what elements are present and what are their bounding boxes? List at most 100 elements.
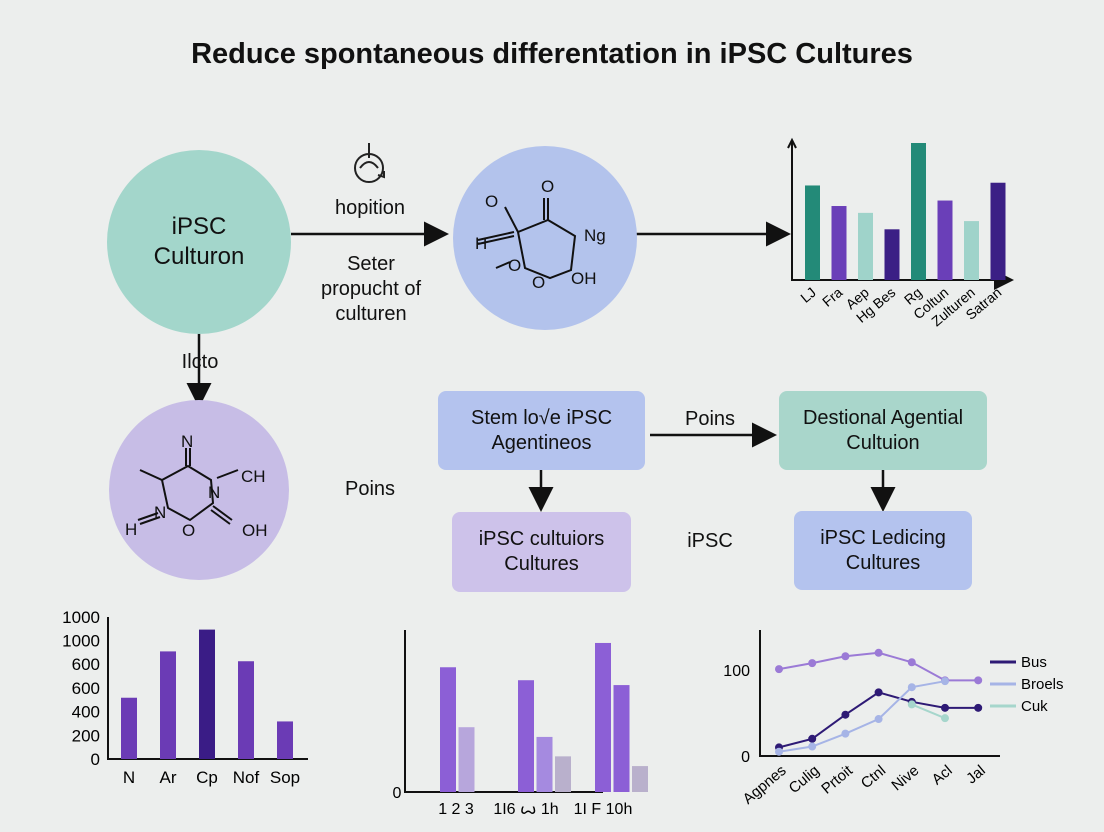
- circle-label: iPSC Culturon: [153, 213, 245, 270]
- y-tick-label: 1000: [62, 632, 100, 651]
- recycle-cycle-icon: [354, 143, 385, 183]
- series-line: [778, 651, 979, 682]
- bar-Aep: [858, 212, 873, 280]
- svg-text:CH: CH: [241, 467, 266, 486]
- x-tick-label: Prtoit: [818, 762, 856, 798]
- bar: [518, 680, 534, 792]
- group-label: 1I F 10h: [574, 801, 633, 818]
- y-tick-label: 600: [72, 679, 100, 698]
- data-point: [974, 676, 983, 685]
- legend-label: Bus: [1021, 654, 1047, 671]
- series-line: [911, 703, 946, 720]
- data-point: [808, 659, 817, 668]
- bar-Sop: [277, 721, 293, 759]
- label-ilcto: Ilcto: [181, 351, 219, 373]
- x-tick-label: Culig: [786, 762, 823, 797]
- svg-text:Ng: Ng: [584, 226, 606, 245]
- data-point: [907, 683, 916, 692]
- bar: [458, 727, 475, 792]
- box-label: Destional Agential Cultuion: [802, 406, 964, 454]
- bar-Nof: [238, 661, 254, 759]
- data-point: [775, 747, 783, 756]
- svg-text:OH: OH: [242, 521, 268, 540]
- data-point: [907, 658, 916, 667]
- bar: [632, 766, 648, 792]
- y-tick-label: 100: [723, 663, 750, 680]
- x-tick-label: N: [123, 768, 135, 787]
- x-tick-label: Ctnl: [858, 762, 889, 792]
- box-ipsc-cultuiors: iPSC cultuiors Cultures: [452, 512, 631, 592]
- bar-Zulturen: [964, 221, 979, 280]
- box-stem-agentineos: Stem lo√e iPSC Agentineos: [438, 391, 645, 470]
- bar-Coltun: [937, 200, 953, 280]
- group-label: 1 2 3: [438, 801, 474, 818]
- x-tick-label: Nive: [888, 762, 922, 794]
- data-point: [808, 734, 817, 743]
- svg-text:O: O: [532, 273, 545, 292]
- svg-text:H: H: [125, 520, 137, 539]
- box-label: iPSC cultuiors Cultures: [478, 528, 605, 575]
- bar-N: [121, 697, 137, 759]
- data-point: [841, 729, 850, 738]
- box-ipsc-ledicing: iPSC Ledicing Cultures: [794, 511, 972, 590]
- data-point: [874, 715, 883, 724]
- molecule-top-atoms: O O Ng H O O OH: [475, 177, 606, 292]
- chart-axes: [791, 140, 1014, 290]
- y-axis-arrow: [787, 137, 797, 149]
- bar-Cp: [199, 629, 215, 759]
- bar: [536, 736, 553, 792]
- svg-text:OH: OH: [571, 269, 597, 288]
- data-point: [874, 688, 883, 697]
- y-tick-label: 400: [72, 703, 100, 722]
- x-tick-label: LJ: [797, 284, 819, 306]
- legend-label: Broels: [1021, 676, 1064, 693]
- bar-Ar: [160, 651, 176, 759]
- data-point: [775, 665, 783, 674]
- svg-text:N: N: [154, 503, 166, 522]
- x-tick-label: Fra: [819, 284, 846, 310]
- chart-axes: [759, 630, 1000, 757]
- svg-text:H: H: [475, 234, 487, 253]
- x-tick-label: Jal: [963, 762, 989, 787]
- svg-text:O: O: [485, 192, 498, 211]
- legend-label: Cuk: [1021, 698, 1048, 715]
- molecule-bottom-bonds: [137, 448, 239, 525]
- chart-axes: [404, 630, 603, 793]
- data-point: [808, 742, 817, 751]
- bar: [613, 685, 630, 792]
- data-point: [907, 700, 916, 709]
- label-poins-arrow: Poins: [684, 408, 736, 430]
- data-point: [841, 652, 850, 661]
- page-title: Reduce spontaneous differentation in iPS…: [191, 38, 913, 70]
- label-seter: Seter propucht of culturen: [320, 253, 422, 325]
- label-ipsc: iPSC: [687, 530, 733, 552]
- svg-text:O: O: [182, 521, 195, 540]
- bar: [555, 756, 571, 792]
- data-point: [974, 703, 983, 712]
- svg-text:N: N: [181, 432, 193, 451]
- molecule-top-bonds: [477, 198, 577, 280]
- box-label: Stem lo√e iPSC Agentineos: [470, 406, 613, 454]
- data-point: [874, 648, 883, 657]
- bar-Fra: [831, 206, 847, 280]
- box-label: iPSC Ledicing Cultures: [820, 526, 946, 574]
- x-tick-label: Nof: [233, 768, 260, 787]
- svg-text:N: N: [208, 483, 220, 502]
- data-point: [941, 703, 949, 712]
- x-tick-label: Sop: [270, 768, 300, 787]
- label-poins-left: Poins: [344, 478, 396, 500]
- svg-text:O: O: [508, 256, 521, 275]
- molecule-circle-bottom: [109, 400, 289, 580]
- y-tick-label: 0: [91, 750, 100, 769]
- group-label: 1I6 ꙍ 1h: [493, 801, 558, 818]
- bar: [440, 667, 456, 792]
- bar-LJ: [805, 185, 820, 280]
- y-tick-label: 600: [72, 655, 100, 674]
- bar-Hg Bes: [884, 229, 900, 280]
- series-line: [778, 680, 946, 753]
- y-tick-label: 1000: [62, 608, 100, 627]
- data-point: [841, 710, 850, 719]
